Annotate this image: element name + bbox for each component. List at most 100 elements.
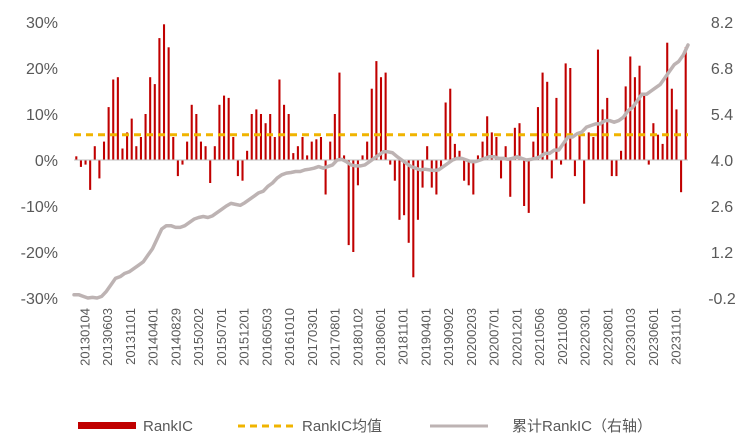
rankic-bar	[486, 116, 489, 160]
rankic-bar	[287, 114, 290, 160]
rankic-bar	[596, 49, 600, 160]
rankic-bar	[121, 148, 124, 160]
x-tick-label: 20151201	[237, 308, 252, 366]
rankic-bar	[264, 123, 267, 160]
rankic-bar	[139, 137, 142, 160]
rankic-bar	[578, 132, 581, 160]
rankic-bar	[195, 114, 198, 160]
rankic-bar	[190, 104, 193, 160]
rankic-bar	[670, 88, 673, 160]
x-tick-label: 20150202	[191, 308, 206, 366]
rankic-bars	[75, 24, 687, 278]
cumulative-rankic-polyline	[72, 43, 690, 300]
rankic-bar	[615, 160, 618, 177]
rankic-bar	[504, 146, 507, 160]
rankic-bar	[250, 114, 253, 160]
rankic-bar	[656, 134, 660, 160]
rankic-bar	[172, 137, 175, 160]
x-tick-label: 20160503	[259, 308, 274, 366]
rankic-bar	[75, 156, 78, 160]
y-left-tick-label: -30%	[21, 291, 58, 308]
rankic-bar	[112, 79, 115, 160]
rankic-bar	[680, 160, 683, 193]
rankic-bar	[458, 150, 461, 160]
rankic-bar	[135, 146, 138, 160]
rankic-bar	[426, 146, 429, 160]
rankic-bar	[684, 47, 687, 160]
rankic-bar	[536, 107, 539, 160]
x-tick-label: 20131101	[123, 308, 138, 365]
x-tick-label: 20200203	[464, 308, 479, 366]
rankic-bar	[107, 107, 110, 160]
rankic-bar	[421, 160, 424, 188]
rankic-bar	[403, 160, 406, 216]
rankic-bar	[620, 150, 623, 160]
rankic-bar	[186, 141, 189, 160]
rankic-bar	[98, 160, 101, 179]
rankic-bar	[393, 160, 396, 181]
rankic-bar	[550, 160, 553, 179]
rankic-bar	[463, 160, 466, 181]
legend-label-cumulative: 累计RankIC（右轴）	[512, 418, 652, 435]
rankic-bar	[541, 72, 544, 160]
rankic-bar	[324, 160, 327, 195]
rankic-bar	[144, 114, 147, 160]
rankic-bar	[467, 160, 470, 186]
rankic-bar	[329, 141, 332, 160]
rankic-bar	[375, 61, 378, 160]
rankic-bar	[296, 146, 299, 160]
rankic-bar	[227, 97, 230, 160]
y-left-tick-label: -10%	[21, 199, 58, 216]
rankic-bar	[259, 114, 263, 160]
rankic-bar	[532, 141, 535, 160]
rankic-bar	[218, 104, 221, 160]
rankic-bar	[301, 137, 304, 160]
y-axis-left-tick-labels: 30% 20% 10% 0% -10% -20% -30%	[21, 15, 58, 308]
rankic-bar	[407, 160, 410, 243]
rankic-bar	[176, 160, 179, 177]
x-tick-label: 20190902	[441, 308, 456, 366]
y-right-tick-label: 5.4	[711, 107, 733, 124]
rankic-bar	[209, 160, 212, 183]
cumulative-rankic-line	[72, 43, 690, 300]
rankic-bar	[490, 132, 493, 160]
x-tick-label: 20190401	[418, 308, 433, 366]
x-tick-label: 20231101	[669, 308, 684, 365]
rankic-bar	[435, 160, 438, 195]
rankic-bar	[343, 155, 346, 160]
rankic-bar	[162, 24, 166, 160]
rankic-bar	[153, 84, 156, 160]
rankic-bar	[560, 160, 563, 165]
x-tick-label: 20180601	[373, 308, 388, 366]
x-tick-label: 20201201	[509, 308, 524, 366]
rankic-bar	[352, 160, 355, 252]
rankic-bar	[338, 72, 341, 160]
x-axis-tick-labels: 20130104 20130603 20131101 20140401 20140829…	[77, 308, 683, 366]
rankic-bar	[439, 160, 443, 170]
x-tick-label: 20150701	[214, 308, 229, 366]
x-tick-label: 20230601	[646, 308, 661, 366]
rankic-bar	[587, 132, 590, 160]
rankic-bar	[102, 141, 106, 160]
rankic-bar	[573, 160, 576, 177]
rankic-bar	[449, 88, 452, 160]
rankic-bar	[546, 81, 549, 160]
rankic-bar	[89, 160, 92, 190]
rankic-bar	[495, 137, 498, 160]
x-tick-label: 20230103	[623, 308, 638, 366]
y-right-tick-label: 8.2	[711, 15, 733, 32]
rankic-bar	[527, 160, 530, 213]
rankic-bar	[158, 38, 161, 160]
rankic-bar	[416, 160, 419, 220]
rankic-bar	[361, 155, 364, 160]
rankic-bar	[569, 68, 572, 160]
y-left-tick-label: 0%	[35, 153, 58, 170]
rankic-bar	[389, 160, 392, 165]
x-tick-label: 20181101	[396, 308, 411, 365]
rankic-bar	[481, 141, 484, 160]
rankic-bar	[246, 150, 249, 160]
rankic-bar	[310, 141, 313, 160]
rankic-bar	[509, 160, 512, 197]
rankic-bar	[606, 97, 609, 160]
